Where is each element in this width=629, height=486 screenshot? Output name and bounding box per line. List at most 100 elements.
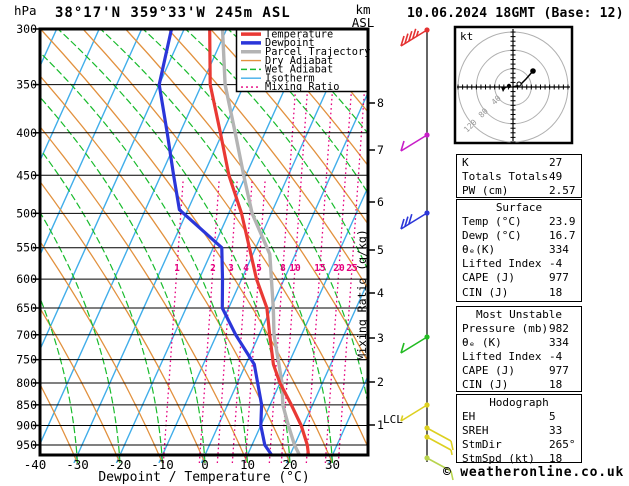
altitude-unit-asl-label: ASL xyxy=(351,15,375,30)
wind-barb-stem xyxy=(400,134,428,152)
mixing-ratio-tick-label: 25 xyxy=(346,263,358,274)
km-tick-label: 1 xyxy=(377,418,384,432)
dry-adiabat-line xyxy=(40,306,121,463)
hodograph-unit-label: kt xyxy=(460,30,473,43)
isotherm-line xyxy=(73,29,270,463)
temperature-curve xyxy=(208,29,311,455)
panel-title: Most Unstable xyxy=(475,308,563,321)
wind-barb-level-dot xyxy=(424,425,430,431)
panel-row: K 27 xyxy=(457,156,581,170)
wind-barb-tick xyxy=(400,140,405,152)
mixing-ratio-line xyxy=(324,29,357,463)
panel-row-value: 5 xyxy=(549,410,556,424)
dry-adiabat-line xyxy=(40,180,206,463)
pressure-tick-label: 800 xyxy=(16,376,37,390)
panel-row-value: 265° xyxy=(549,438,576,452)
panel-row: θₑ(K) 334 xyxy=(457,243,581,257)
storm-motion-arrowhead xyxy=(501,87,506,92)
panel-row-label: CAPE (J) xyxy=(462,271,515,285)
isotherm-line xyxy=(40,29,185,352)
isotherm-line xyxy=(0,29,14,463)
panel-row: Lifted Index -4 xyxy=(457,257,581,271)
isotherm-line xyxy=(40,29,100,163)
panel-row-label: CIN (J) xyxy=(462,285,509,299)
mixing-ratio-tick-label: 3 xyxy=(228,263,234,274)
stats-panel: Hodograph EH 5 SREH 33 StmDir 265° StmSpd (kt) 1… xyxy=(456,394,582,466)
wind-barb-level-dot xyxy=(424,132,430,138)
wind-barb-tick xyxy=(400,35,405,47)
panel-row-label: CIN (J) xyxy=(462,378,509,392)
plot-border xyxy=(38,27,370,457)
isotherm-line xyxy=(243,185,368,463)
km-tick-label: 6 xyxy=(377,195,384,209)
mixing-ratio-line xyxy=(216,179,238,463)
pressure-tick-label: 500 xyxy=(16,206,37,220)
panel-title: Surface xyxy=(495,201,543,214)
panel-row-value: 16.7 xyxy=(549,229,576,243)
isotherm-line xyxy=(328,374,368,463)
panel-row: PW (cm) 2.57 xyxy=(457,184,581,198)
wind-barb-stem xyxy=(426,436,452,451)
pressure-tick-label: 650 xyxy=(16,301,37,315)
panel-row-label: θₑ (K) xyxy=(462,336,502,350)
panel-row: Totals Totals 49 xyxy=(457,170,581,184)
temperature-tick-label: 20 xyxy=(282,457,297,472)
mixing-ratio-axis-label: Mixing Ratio (g/kg) xyxy=(355,229,369,361)
panel-row-label: Lifted Index xyxy=(462,350,542,364)
wind-barb-tick xyxy=(450,470,454,481)
panel-row-label: K xyxy=(462,156,469,169)
pressure-tick-label: 900 xyxy=(16,418,37,432)
wind-barb-level-dot xyxy=(424,334,430,340)
mixing-ratio-line xyxy=(305,29,338,463)
km-tick-label: 8 xyxy=(377,96,384,110)
mixing-ratio-tick-label: 20 xyxy=(333,263,345,274)
dry-adiabat-line xyxy=(40,29,334,463)
wind-barb-column xyxy=(400,27,454,481)
panel-row-value: 18 xyxy=(549,378,563,392)
isotherm-line xyxy=(158,29,355,463)
temperature-tick-label: -10 xyxy=(151,457,174,472)
panel-row: StmDir 265° xyxy=(457,438,581,452)
temperature-tick-label: -40 xyxy=(24,457,47,472)
isotherm-line xyxy=(285,279,368,463)
altitude-unit-km-label: km xyxy=(355,2,371,17)
wind-barb-tick xyxy=(400,218,405,230)
temperature-tick-label: -30 xyxy=(66,457,89,472)
panel-row: θₑ (K) 334 xyxy=(457,336,581,350)
panel-row-label: Lifted Index xyxy=(462,257,542,271)
pressure-tick-label: 700 xyxy=(16,328,37,342)
km-tick-label: 2 xyxy=(377,375,384,389)
wind-barb-stem xyxy=(426,427,452,442)
panel-row-value: -4 xyxy=(549,350,563,364)
panel-row-label: θₑ(K) xyxy=(462,243,496,257)
wind-barb-tick xyxy=(450,449,453,456)
km-tick-label: 5 xyxy=(377,243,384,257)
wind-barb-tick xyxy=(450,440,454,451)
panel-row: CIN (J) 18 xyxy=(457,286,581,300)
wind-barb-tick xyxy=(400,415,404,422)
panel-row-value: 18 xyxy=(549,452,563,466)
wind-barb-level-dot xyxy=(424,210,430,216)
isotherm-line xyxy=(200,91,368,463)
temperature-tick-label: -20 xyxy=(109,457,132,472)
panel-row-label: Dewp (°C) xyxy=(462,229,522,243)
panel-row-value: -4 xyxy=(549,257,563,271)
panel-row: EH 5 xyxy=(457,410,581,424)
wet-adiabat-line xyxy=(40,296,79,463)
panel-row-label: Totals Totals xyxy=(462,170,549,184)
mixing-ratio-line xyxy=(162,179,184,463)
dry-adiabat-line xyxy=(40,382,79,463)
panel-row-value: 2.57 xyxy=(549,184,576,198)
pressure-tick-label: 350 xyxy=(16,78,37,92)
pressure-tick-label: 950 xyxy=(16,438,37,452)
panel-row-label: StmDir xyxy=(462,438,502,452)
panel-row-value: 27 xyxy=(549,156,563,169)
legend-item-label: Dewpoint xyxy=(265,37,315,49)
panel-row: Lifted Index -4 xyxy=(457,350,581,364)
wind-barb-tick xyxy=(404,33,409,44)
station-title: 38°17'N 359°33'W 245m ASL xyxy=(55,5,291,21)
panel-row: Pressure (mb) 982 xyxy=(457,322,581,336)
wind-barb-tick xyxy=(408,213,413,225)
datetime-label: 10.06.2024 18GMT (Base: 12) xyxy=(407,6,624,21)
